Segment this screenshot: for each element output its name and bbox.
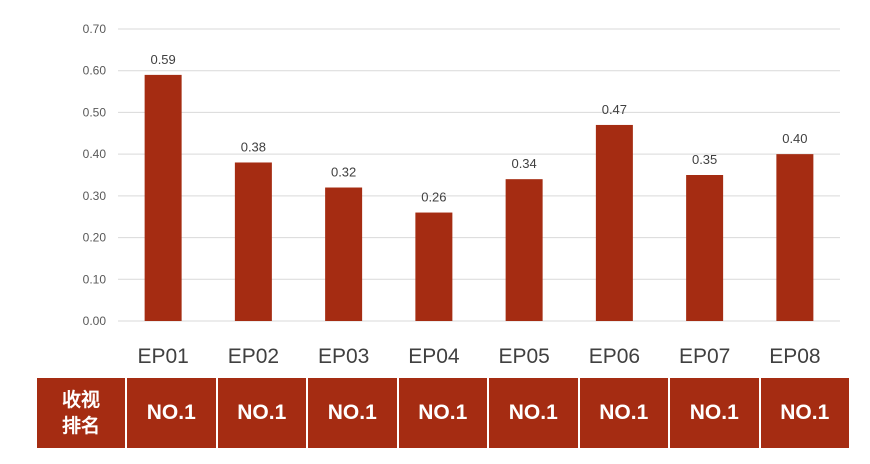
x-tick-label: EP03 xyxy=(318,345,369,368)
bar xyxy=(595,124,633,321)
y-tick-label: 0.30 xyxy=(83,189,107,203)
x-tick-label: EP04 xyxy=(408,345,460,368)
data-label: 0.38 xyxy=(241,139,266,154)
rank-table: 收视 排名 NO.1 NO.1 NO.1 NO.1 NO.1 NO.1 NO.1… xyxy=(37,378,849,448)
x-tick-label: EP02 xyxy=(228,345,279,368)
y-tick-label: 0.70 xyxy=(83,22,107,36)
x-tick-label: EP07 xyxy=(679,345,730,368)
data-label: 0.40 xyxy=(782,131,807,146)
y-tick-label: 0.40 xyxy=(83,147,107,161)
rank-cell-ep03: NO.1 xyxy=(308,378,399,448)
y-tick-label: 0.20 xyxy=(83,231,107,245)
data-label: 0.32 xyxy=(331,165,356,180)
data-label: 0.26 xyxy=(421,190,446,205)
x-tick-label: EP01 xyxy=(137,345,188,368)
bar xyxy=(234,162,272,321)
rank-cell-ep01: NO.1 xyxy=(127,378,218,448)
rank-cell-ep02: NO.1 xyxy=(217,378,308,448)
rank-cell-ep08: NO.1 xyxy=(760,378,849,448)
rank-cell-ep05: NO.1 xyxy=(489,378,580,448)
rank-cell-ep07: NO.1 xyxy=(670,378,761,448)
rank-cell-ep06: NO.1 xyxy=(579,378,670,448)
x-tick-label: EP08 xyxy=(769,345,820,368)
y-tick-label: 0.10 xyxy=(83,272,107,286)
data-label: 0.47 xyxy=(602,102,627,117)
x-tick-label: EP06 xyxy=(589,345,640,368)
bar xyxy=(144,74,182,321)
data-label: 0.35 xyxy=(692,152,717,167)
bar xyxy=(415,212,453,321)
y-tick-label: 0.60 xyxy=(83,64,107,78)
data-label: 0.59 xyxy=(150,52,175,67)
x-tick-label: EP05 xyxy=(498,345,549,368)
bar xyxy=(325,187,363,321)
bar-chart: 0.00 0.10 0.20 0.30 0.40 0.50 0.60 0.70 0.59 EP01… xyxy=(83,22,840,368)
data-label: 0.34 xyxy=(511,156,536,171)
bar xyxy=(505,179,543,321)
bar xyxy=(686,175,724,321)
bar xyxy=(776,154,814,321)
rank-cell-ep04: NO.1 xyxy=(398,378,489,448)
y-tick-label: 0.00 xyxy=(83,314,107,328)
y-tick-label: 0.50 xyxy=(83,105,107,119)
rank-table-header: 收视 排名 xyxy=(37,378,127,448)
